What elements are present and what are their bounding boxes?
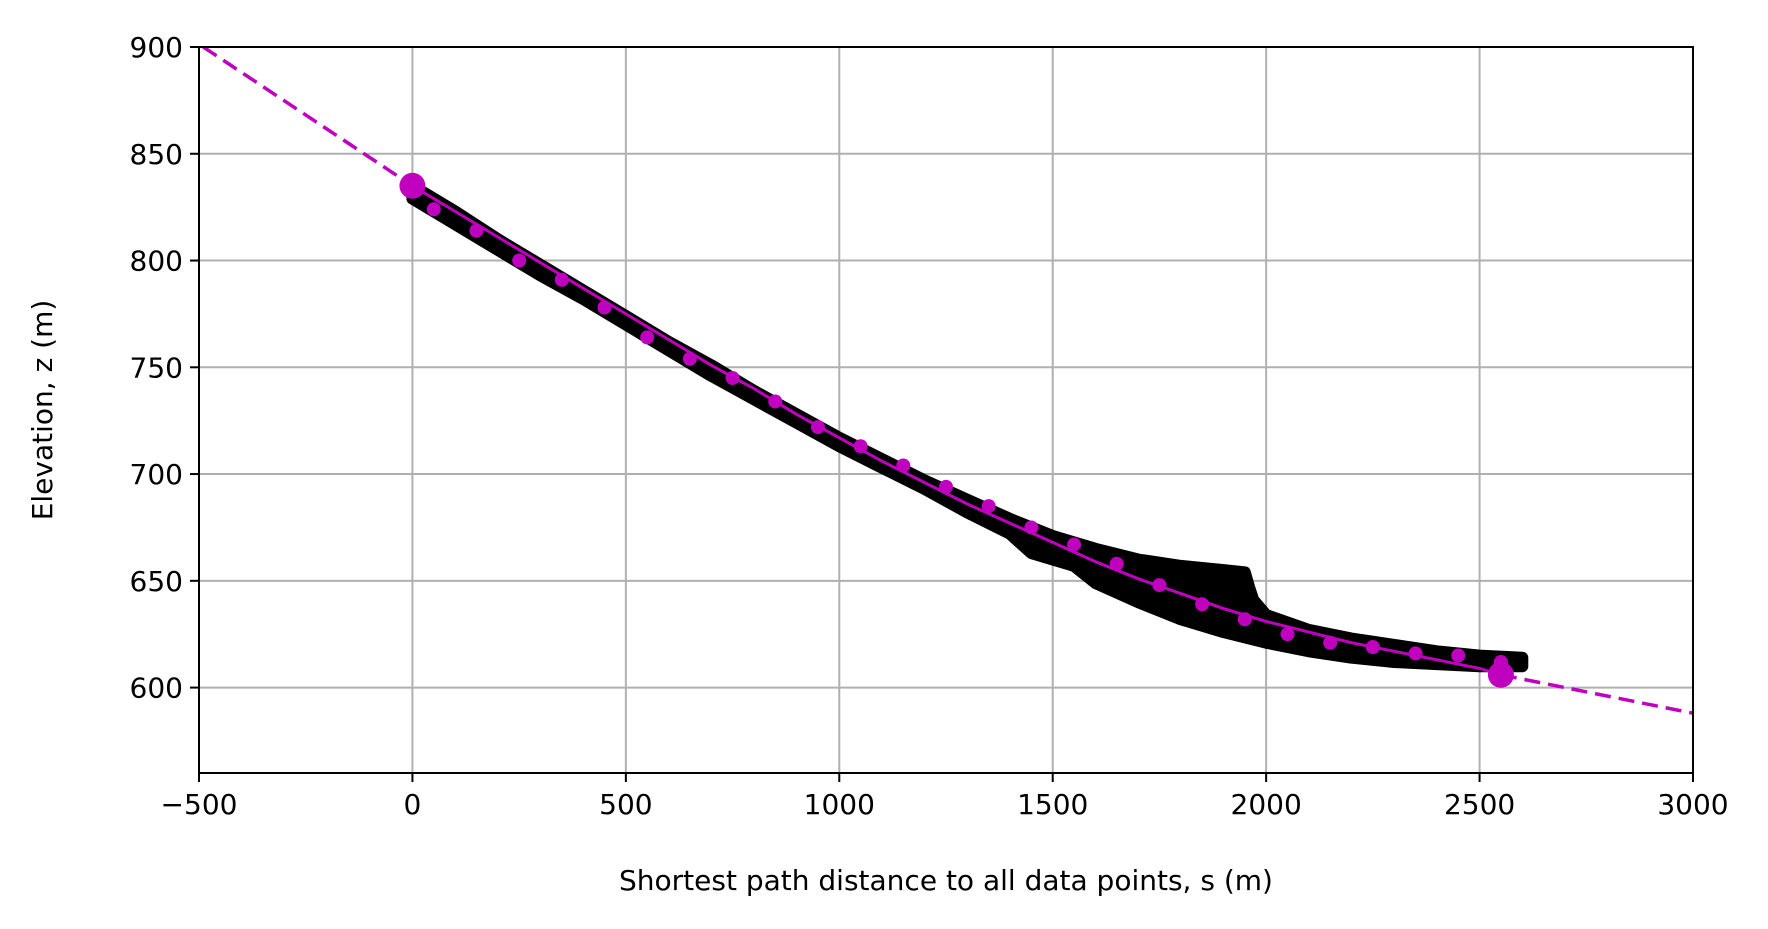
ticks: −500 0 500 1000 1500 2000 2500 3000 600 650 700 750… (130, 31, 1729, 821)
extrapolation-dashed-line (202, 47, 414, 188)
sample-point (896, 458, 911, 473)
x-tick-label: 0 (404, 788, 422, 821)
endpoint-marker (399, 172, 426, 199)
sample-point (1408, 646, 1423, 661)
endpoint-marker (1487, 661, 1514, 688)
sample-point (512, 253, 527, 268)
plot-frame (198, 46, 1694, 774)
sample-point (1365, 640, 1380, 655)
extrapolation-dashed-line (1500, 673, 1693, 715)
sample-point (1237, 612, 1252, 627)
sample-point (554, 272, 569, 287)
elevation-data-points (406, 179, 1529, 673)
sample-point (768, 394, 783, 409)
sample-point (1109, 556, 1124, 571)
sample-point (640, 330, 655, 345)
sample-point (682, 351, 697, 366)
sample-point (981, 499, 996, 514)
y-tick-label: 850 (130, 138, 183, 171)
x-tick-label: −500 (161, 788, 238, 821)
sample-point (597, 300, 612, 315)
fit-line (411, 184, 1502, 677)
y-tick-label: 650 (130, 565, 183, 598)
y-tick-label: 800 (130, 245, 183, 278)
y-tick-label: 600 (130, 672, 183, 705)
x-tick-label: 2500 (1444, 788, 1515, 821)
y-tick-label: 750 (130, 351, 183, 384)
y-tick-label: 700 (130, 458, 183, 491)
x-tick-label: 3000 (1657, 788, 1728, 821)
sample-point (1067, 537, 1082, 552)
x-tick-label: 500 (599, 788, 652, 821)
sample-point (725, 370, 740, 385)
sample-point (426, 202, 441, 217)
sample-point (1280, 627, 1295, 642)
sample-point (1451, 648, 1466, 663)
grid-lines (198, 46, 1694, 773)
y-axis-label: Elevation, z (m) (26, 300, 59, 521)
sample-point (1195, 597, 1210, 612)
sample-point (1152, 578, 1167, 593)
x-tick-label: 1500 (1017, 788, 1088, 821)
sample-point (810, 420, 825, 435)
sample-point (1323, 635, 1338, 650)
sample-point (469, 223, 484, 238)
sample-point (853, 439, 868, 454)
plot-area (202, 47, 1693, 715)
y-tick-label: 900 (130, 31, 183, 64)
sample-point (939, 479, 953, 494)
x-tick-label: 1000 (804, 788, 875, 821)
x-axis-label: Shortest path distance to all data point… (619, 864, 1273, 897)
x-tick-label: 2000 (1231, 788, 1302, 821)
sample-point (1024, 520, 1039, 535)
